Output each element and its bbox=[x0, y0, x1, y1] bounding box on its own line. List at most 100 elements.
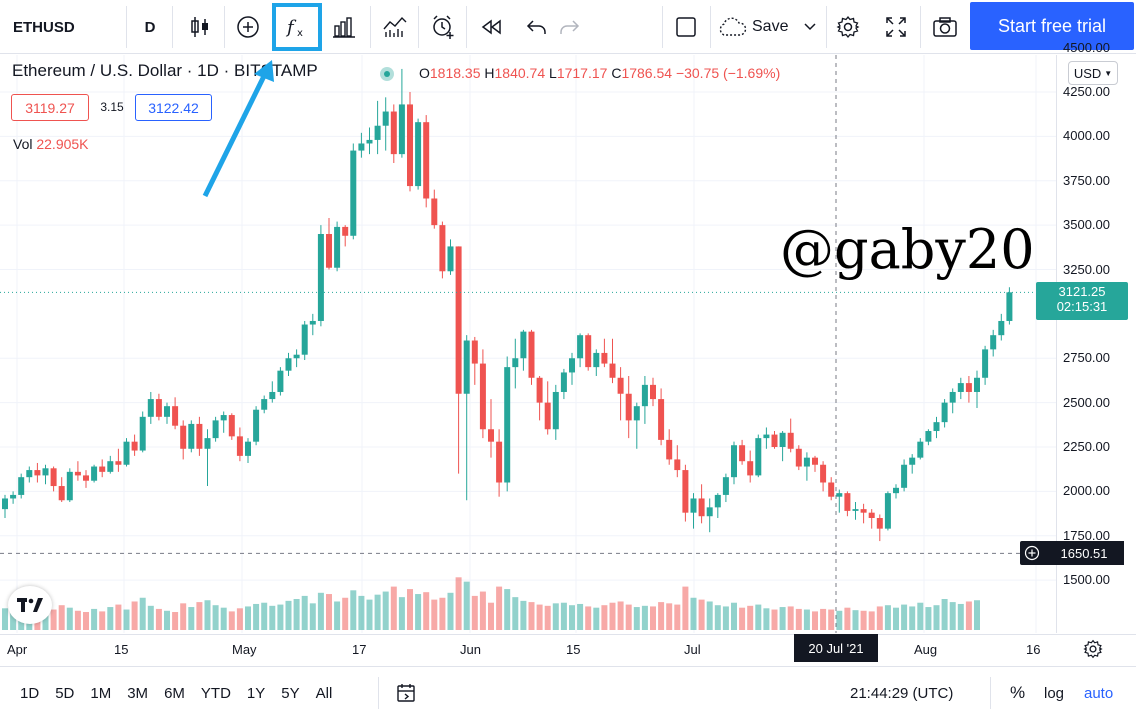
volume-bar bbox=[617, 601, 624, 630]
fullscreen-button[interactable] bbox=[878, 0, 914, 54]
candle-body bbox=[941, 402, 948, 423]
candle-body bbox=[172, 406, 179, 426]
volume-bar bbox=[504, 589, 511, 630]
candle-body bbox=[463, 340, 470, 394]
layout-button[interactable] bbox=[668, 0, 704, 54]
price-scale[interactable]: 4500.00 4250.00 4000.00 3750.00 3500.00 3250.… bbox=[1056, 40, 1136, 633]
goto-date-button[interactable] bbox=[396, 667, 418, 719]
candle-body bbox=[1006, 292, 1013, 321]
candle-body bbox=[334, 226, 341, 268]
interval-button[interactable]: D bbox=[132, 0, 168, 54]
candle-body bbox=[245, 441, 251, 456]
sell-price-button[interactable]: 3119.27 bbox=[11, 94, 89, 121]
compare-button[interactable] bbox=[228, 0, 268, 54]
range-button-1d[interactable]: 1D bbox=[20, 684, 40, 702]
volume-bar bbox=[893, 607, 899, 630]
volume-bar bbox=[10, 606, 17, 630]
camera-icon bbox=[933, 17, 957, 37]
volume-bar bbox=[690, 597, 697, 630]
replay-button[interactable] bbox=[472, 0, 512, 54]
save-button[interactable]: Save bbox=[716, 0, 796, 54]
currency-selector[interactable]: USD ▼ bbox=[1068, 61, 1118, 85]
candle-body bbox=[58, 486, 65, 501]
time-tick-label: Aug bbox=[914, 642, 938, 657]
volume-bar bbox=[309, 603, 316, 630]
range-button-6m[interactable]: 6M bbox=[164, 684, 185, 702]
candle-body bbox=[415, 122, 422, 187]
settings-button[interactable] bbox=[830, 0, 866, 54]
candle-body bbox=[382, 111, 389, 126]
symbol-search-button[interactable]: ETHUSD bbox=[0, 0, 126, 54]
market-status-icon[interactable] bbox=[380, 67, 394, 81]
range-button-1m[interactable]: 1M bbox=[90, 684, 112, 702]
volume-bar bbox=[91, 608, 98, 630]
volume-bar bbox=[334, 601, 341, 630]
toolbar-divider bbox=[370, 6, 371, 48]
volume-bar bbox=[528, 602, 535, 630]
candle-body bbox=[107, 461, 114, 472]
time-axis[interactable]: Apr 15 May 17 Jun 15 Jul Aug 16 bbox=[0, 634, 1136, 664]
calendar-goto-icon bbox=[397, 684, 415, 702]
volume-bar bbox=[884, 605, 891, 630]
high-value: 1840.74 bbox=[494, 65, 546, 81]
volume-bar bbox=[779, 607, 786, 630]
start-free-trial-label: Start free trial bbox=[997, 15, 1107, 36]
countdown-value: 02:15:31 bbox=[1056, 299, 1108, 315]
candle-body bbox=[439, 225, 446, 272]
open-label: O bbox=[419, 65, 430, 81]
range-button-3m[interactable]: 3M bbox=[127, 684, 149, 702]
volume-bar bbox=[698, 599, 705, 630]
legend-title-text: Ethereum / U.S. Dollar · 1D · BITSTAMP bbox=[12, 61, 318, 80]
candle-body bbox=[496, 441, 503, 483]
log-scale-toggle[interactable]: log bbox=[1044, 667, 1064, 719]
range-button-ytd[interactable]: YTD bbox=[200, 684, 231, 702]
financials-button[interactable] bbox=[324, 0, 366, 54]
range-button-1y[interactable]: 1Y bbox=[246, 684, 266, 702]
candle-body bbox=[366, 139, 373, 144]
start-free-trial-button[interactable]: Start free trial bbox=[970, 2, 1134, 50]
volume-bar bbox=[957, 603, 964, 630]
crosshair-price-tag: 1650.51 bbox=[1020, 541, 1124, 566]
candle-body bbox=[423, 122, 430, 199]
volume-bar bbox=[236, 608, 243, 630]
volume-bar bbox=[463, 581, 470, 630]
chart-type-button[interactable] bbox=[180, 0, 220, 54]
redo-button[interactable] bbox=[552, 0, 588, 54]
candle-body bbox=[407, 104, 413, 187]
volume-bar bbox=[844, 607, 851, 630]
templates-button[interactable] bbox=[374, 0, 416, 54]
percent-scale-toggle[interactable]: % bbox=[1010, 667, 1025, 719]
watermark-username: @gaby20 bbox=[780, 218, 1035, 281]
volume-bar bbox=[876, 606, 883, 630]
candle-body bbox=[374, 125, 381, 140]
candle-body bbox=[471, 340, 478, 364]
volume-bar bbox=[941, 599, 948, 630]
time-tick-label: May bbox=[232, 642, 257, 657]
candle-body bbox=[617, 377, 624, 394]
volume-bars bbox=[2, 577, 980, 630]
add-alert-plus-button[interactable] bbox=[1020, 541, 1044, 566]
range-button-5d[interactable]: 5D bbox=[55, 684, 75, 702]
auto-scale-toggle[interactable]: auto bbox=[1084, 667, 1113, 719]
axis-settings-button[interactable] bbox=[1080, 636, 1106, 662]
snapshot-button[interactable] bbox=[926, 0, 964, 54]
range-button-all[interactable]: All bbox=[315, 684, 333, 702]
candle-body bbox=[739, 445, 746, 462]
undo-button[interactable] bbox=[518, 0, 554, 54]
candle-body bbox=[74, 471, 81, 476]
time-tick-label: Apr bbox=[7, 642, 28, 657]
alert-button[interactable] bbox=[422, 0, 464, 54]
candle-body bbox=[188, 423, 195, 449]
volume-bar bbox=[836, 610, 843, 630]
volume-bar bbox=[593, 607, 600, 630]
save-menu-button[interactable] bbox=[798, 0, 822, 54]
tradingview-logo[interactable] bbox=[8, 586, 52, 624]
candle-body bbox=[787, 432, 794, 449]
candle-body bbox=[212, 420, 219, 439]
buy-price-button[interactable]: 3122.42 bbox=[135, 94, 212, 121]
price-chart[interactable] bbox=[0, 55, 1056, 633]
utc-clock[interactable]: 21:44:29 (UTC) bbox=[850, 667, 953, 719]
volume-bar bbox=[577, 603, 584, 630]
range-button-5y[interactable]: 5Y bbox=[281, 684, 300, 702]
